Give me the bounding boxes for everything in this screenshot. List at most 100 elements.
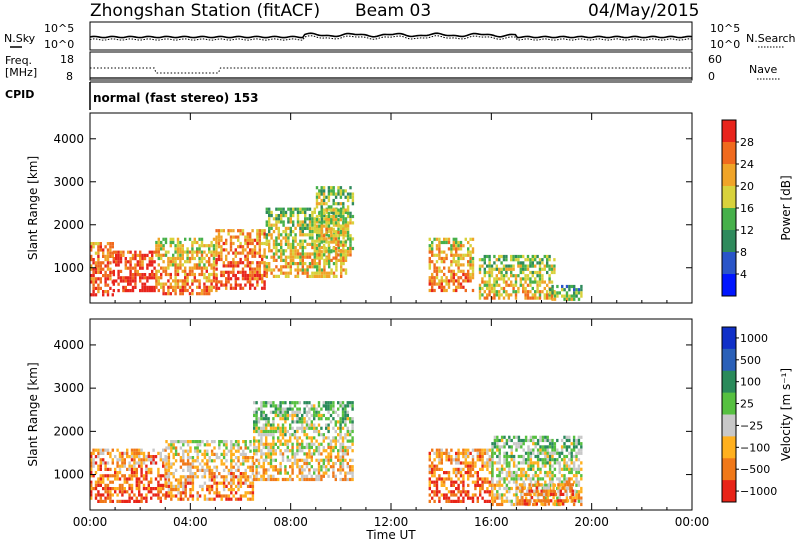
data-cell [541,277,544,281]
data-cell [551,464,554,468]
data-cell [508,461,511,465]
data-cell [203,472,207,476]
data-cell [508,454,511,459]
data-cell [556,451,559,455]
data-cell [440,458,443,462]
data-cell [498,293,501,297]
data-cell [428,237,431,241]
data-cell [532,435,535,439]
data-cell [488,499,491,503]
data-cell [341,401,345,405]
data-cell [301,249,304,253]
data-cell [538,277,542,281]
data-cell [553,499,557,503]
data-cell [317,413,321,418]
data-cell [315,250,319,254]
data-cell [344,449,347,453]
data-cell [262,442,265,446]
data-cell [284,271,288,275]
data-cell [253,439,256,443]
data-cell [198,494,202,498]
data-cell [298,449,301,453]
data-cell [265,265,268,269]
data-cell [452,471,455,475]
data-cell [486,499,489,503]
data-cell [320,202,323,206]
data-cell [315,413,318,418]
data-cell [191,475,195,479]
data-cell [277,410,280,414]
data-cell [274,468,277,472]
data-cell [262,471,265,475]
data-cell [304,217,307,221]
data-cell [450,250,453,254]
data-cell [546,435,549,439]
data-cell [124,263,127,267]
data-cell [481,264,484,268]
data-cell [339,455,342,459]
data-cell [301,271,304,275]
data-cell [193,276,196,280]
data-cell [529,283,532,287]
data-cell [298,465,301,469]
data-cell [267,452,270,456]
data-cell [560,480,564,484]
data-cell [320,271,324,275]
data-cell [225,286,228,290]
data-cell [116,487,119,491]
data-cell [272,404,275,408]
data-cell [459,240,463,245]
data-cell [486,254,489,259]
data-cell [203,244,206,248]
data-cell [431,250,434,254]
data-cell [546,458,549,462]
data-cell [170,494,173,498]
data-cell [139,279,142,283]
data-cell [320,217,324,221]
data-cell [136,253,139,257]
data-cell [165,491,168,495]
data-cell [154,461,158,465]
data-cell [284,420,287,424]
data-cell [510,454,513,459]
data-cell [139,289,142,293]
data-cell [329,420,333,424]
data-cell [242,449,245,453]
data-cell [255,452,258,456]
data-cell [329,445,333,450]
data-cell [443,451,446,455]
data-cell [334,250,338,254]
data-cell [457,266,460,270]
data-cell [210,240,213,245]
data-cell [486,296,489,300]
data-cell [203,292,206,296]
data-cell [450,260,453,264]
data-cell [99,480,102,484]
data-cell [225,280,228,284]
data-cell [99,277,102,281]
data-cell [281,426,285,430]
data-cell [577,483,581,487]
data-cell [558,480,561,484]
data-cell [159,483,162,487]
data-cell [244,452,247,456]
data-cell [570,467,573,471]
data-cell [277,477,280,482]
data-cell [284,429,287,434]
data-cell [558,291,561,295]
data-cell [174,449,178,453]
data-cell [174,256,177,261]
data-cell [184,449,187,453]
data-cell [528,486,531,490]
data-cell [244,468,247,472]
data-cell [491,474,494,478]
data-cell [162,285,165,289]
data-cell [218,494,221,498]
data-cell [291,477,294,482]
data-cell [570,496,573,500]
data-cell [318,239,321,243]
data-cell [165,484,168,488]
data-cell [284,249,288,253]
data-cell [119,253,123,257]
data-cell [287,242,290,246]
